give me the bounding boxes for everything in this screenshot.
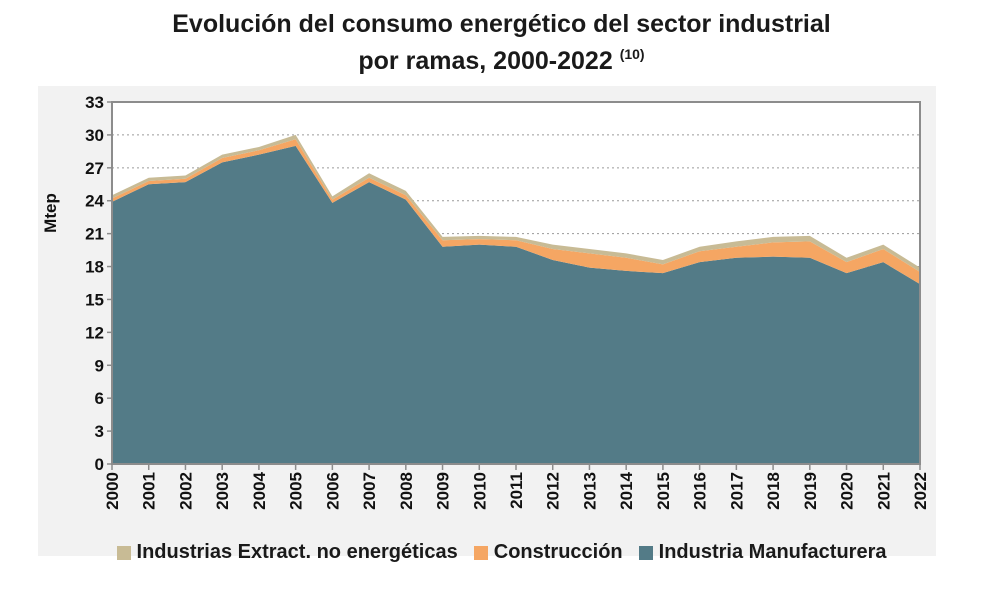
legend-label-construccion: Construcción [493, 541, 623, 563]
x-tick-label: 2009 [434, 472, 453, 510]
legend-swatch-extract [116, 545, 131, 560]
x-tick-label: 2019 [801, 472, 820, 510]
y-tick-label: 33 [85, 93, 104, 112]
x-tick-label: 2016 [691, 472, 710, 510]
x-tick-label: 2006 [323, 472, 342, 510]
legend-swatch-manufacturera [638, 545, 653, 560]
x-tick-label: 2015 [654, 472, 673, 510]
x-tick-label: 2013 [580, 472, 599, 510]
legend: Industrias Extract. no energéticas Const… [0, 541, 1003, 564]
area-series-industria-manufacturera [112, 145, 920, 464]
x-tick-label: 2008 [397, 472, 416, 510]
x-tick-label: 2002 [176, 472, 195, 510]
y-tick-label: 3 [95, 422, 104, 441]
y-tick-label: 6 [95, 389, 104, 408]
y-axis-label: Mtep [41, 193, 60, 233]
y-tick-label: 12 [85, 323, 104, 342]
y-tick-label: 18 [85, 258, 104, 277]
legend-label-extract: Industrias Extract. no energéticas [136, 541, 458, 563]
chart-title-line1: Evolución del consumo energético del sec… [172, 10, 831, 38]
x-tick-label: 2017 [727, 472, 746, 510]
chart-title-line2: por ramas, 2000-2022 [358, 47, 613, 75]
chart-title-note: (10) [619, 46, 645, 62]
chart-title: Evolución del consumo energético del sec… [0, 10, 1003, 39]
x-tick-label: 2007 [360, 472, 379, 510]
legend-item-construccion: Construcción [473, 541, 623, 564]
y-tick-label: 21 [85, 225, 104, 244]
area-series-industrias-extract-no-energeticas [112, 134, 920, 273]
x-tick-label: 2000 [103, 472, 122, 510]
x-tick-label: 2003 [213, 472, 232, 510]
x-tick-label: 2011 [507, 472, 526, 509]
area-series-construccion [112, 139, 920, 285]
x-tick-label: 2021 [874, 472, 893, 510]
y-tick-label: 0 [95, 455, 104, 474]
y-tick-label: 24 [85, 192, 104, 211]
x-tick-label: 2001 [140, 472, 159, 510]
y-tick-label: 27 [85, 159, 104, 178]
chart-title-second-line: por ramas, 2000-2022 (10) [0, 46, 1003, 76]
legend-item-extract: Industrias Extract. no energéticas [116, 541, 458, 564]
y-tick-label: 9 [95, 356, 104, 375]
x-tick-label: 2004 [250, 471, 269, 509]
y-tick-label: 30 [85, 126, 104, 145]
legend-label-manufacturera: Industria Manufacturera [658, 541, 887, 563]
x-tick-label: 2020 [838, 472, 857, 510]
x-tick-label: 2018 [764, 472, 783, 510]
x-tick-label: 2005 [287, 472, 306, 510]
x-tick-label: 2012 [544, 472, 563, 510]
legend-item-manufacturera: Industria Manufacturera [638, 541, 887, 564]
x-tick-label: 2014 [617, 471, 636, 509]
x-tick-label: 2022 [911, 472, 930, 510]
x-tick-label: 2010 [470, 472, 489, 510]
legend-swatch-construccion [473, 545, 488, 560]
y-tick-label: 15 [85, 290, 104, 309]
